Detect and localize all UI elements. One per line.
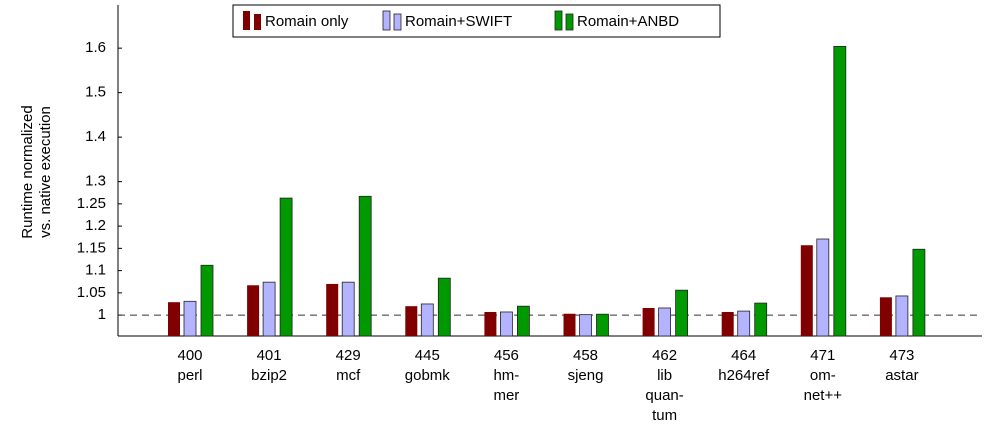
bar: [484, 311, 497, 336]
bar: [437, 277, 451, 337]
y-tick-label: 1.05: [77, 284, 106, 301]
bar: [326, 283, 339, 336]
legend-swatch: [382, 10, 391, 31]
bar: [737, 310, 751, 337]
x-tick-label: 471: [810, 347, 835, 364]
bar: [563, 313, 576, 336]
y-tick-label: 1.2: [85, 217, 106, 234]
x-tick-label: 445: [415, 347, 440, 364]
bar: [658, 307, 671, 337]
bar: [279, 197, 293, 337]
x-tick-label: tum: [652, 407, 677, 424]
y-tick-label: 1.5: [85, 84, 106, 101]
x-tick-label: mcf: [336, 367, 361, 384]
bar: [642, 307, 655, 336]
bar: [912, 248, 926, 337]
x-tick-label: h264ref: [718, 367, 770, 384]
bar: [754, 302, 768, 337]
x-tick-label: 456: [494, 347, 519, 364]
legend-swatch: [554, 10, 563, 31]
x-tick-label: hm-: [493, 367, 519, 384]
x-tick-label: net++: [804, 387, 843, 404]
x-tick-label: 464: [731, 347, 756, 364]
x-tick-label: 473: [889, 347, 914, 364]
bar: [721, 311, 734, 336]
bar: [420, 303, 434, 337]
bar: [675, 289, 688, 337]
bar: [879, 297, 892, 336]
x-tick-label: 400: [177, 347, 202, 364]
x-tick-label: 401: [257, 347, 282, 364]
bar: [341, 281, 355, 337]
legend-box: [232, 4, 721, 38]
x-tick-label: mer: [493, 387, 519, 404]
x-tick-label: 429: [336, 347, 361, 364]
x-tick-label: sjeng: [568, 367, 604, 384]
legend-swatch: [393, 13, 402, 31]
x-tick-label: quan-: [645, 387, 683, 404]
y-axis-label: Runtime normalized: [19, 105, 36, 238]
x-tick-label: 462: [652, 347, 677, 364]
y-axis-label: vs. native execution: [37, 106, 54, 238]
x-tick-label: 458: [573, 347, 598, 364]
y-tick-label: 1.3: [85, 173, 106, 190]
bar: [800, 245, 813, 336]
legend-swatch: [254, 14, 261, 30]
legend-label: Romain+ANBD: [577, 13, 679, 30]
bar: [358, 195, 372, 337]
legend-swatch: [243, 11, 250, 30]
bar: [405, 306, 418, 336]
y-tick-label: 1.1: [85, 262, 106, 279]
x-tick-label: gobmk: [405, 367, 451, 384]
bar: [579, 314, 592, 337]
bar: [262, 281, 276, 337]
legend-label: Romain only: [265, 13, 349, 30]
legend-label: Romain+SWIFT: [405, 13, 512, 30]
legend-swatch: [565, 13, 574, 31]
bar: [816, 238, 830, 337]
bar: [183, 300, 197, 337]
bar: [168, 302, 180, 336]
y-tick-label: 1.4: [85, 128, 106, 145]
x-tick-label: lib: [657, 367, 672, 384]
bar: [895, 295, 909, 337]
y-tick-label: 1.15: [77, 239, 106, 256]
y-tick-label: 1.25: [77, 195, 106, 212]
x-tick-label: perl: [177, 367, 202, 384]
bar: [247, 285, 260, 336]
y-tick-label: 1: [98, 306, 106, 323]
x-tick-label: bzip2: [251, 367, 287, 384]
y-tick-label: 1.6: [85, 39, 106, 56]
bar: [833, 45, 847, 337]
x-tick-label: om-: [810, 367, 836, 384]
x-tick-label: astar: [885, 367, 918, 384]
bar: [517, 305, 530, 337]
bar: [596, 313, 609, 337]
bar: [200, 264, 214, 337]
bar: [499, 311, 513, 337]
